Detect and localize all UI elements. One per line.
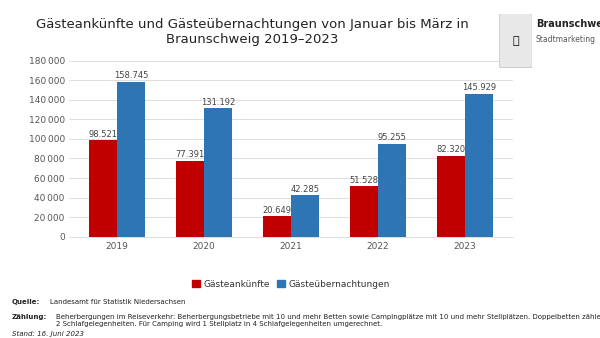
Text: 145.929: 145.929 (462, 83, 496, 92)
Text: Beherbergungen im Reiseverkehr: Beherbergungsbetriebe mit 10 und mehr Betten sow: Beherbergungen im Reiseverkehr: Beherber… (56, 314, 600, 327)
Bar (291, 195, 319, 237)
Text: 20.649: 20.649 (263, 206, 292, 215)
Bar (204, 108, 232, 237)
Text: 🦁: 🦁 (512, 35, 519, 46)
Text: Stand: 16. Juni 2023: Stand: 16. Juni 2023 (12, 331, 84, 337)
Text: 82.320: 82.320 (437, 145, 466, 154)
Text: 51.528: 51.528 (350, 175, 379, 185)
Legend: Gästeankünfte, Gästeübernachtungen: Gästeankünfte, Gästeübernachtungen (188, 276, 394, 292)
Bar (437, 156, 465, 237)
Bar (378, 144, 406, 237)
Bar (465, 94, 493, 237)
Text: Quelle:: Quelle: (12, 299, 40, 305)
Bar (176, 161, 204, 237)
Text: Landesamt für Statistik Niedersachsen: Landesamt für Statistik Niedersachsen (50, 299, 185, 305)
Bar (350, 186, 378, 237)
Text: 98.521: 98.521 (88, 130, 118, 139)
Text: Braunschweig: Braunschweig (536, 19, 600, 29)
Bar (89, 140, 117, 237)
Bar (117, 81, 145, 237)
Text: Gästeankünfte und Gästeübernachtungen von Januar bis März in
Braunschweig 2019–2: Gästeankünfte und Gästeübernachtungen vo… (35, 18, 469, 46)
Text: 42.285: 42.285 (290, 185, 319, 194)
Text: 95.255: 95.255 (377, 133, 406, 142)
Bar (263, 216, 291, 237)
Text: 77.391: 77.391 (175, 150, 205, 159)
Text: 158.745: 158.745 (113, 71, 148, 80)
Text: Zählung:: Zählung: (12, 314, 47, 320)
Text: Stadtmarketing: Stadtmarketing (536, 35, 596, 45)
FancyBboxPatch shape (499, 14, 532, 68)
Text: 131.192: 131.192 (201, 98, 235, 107)
